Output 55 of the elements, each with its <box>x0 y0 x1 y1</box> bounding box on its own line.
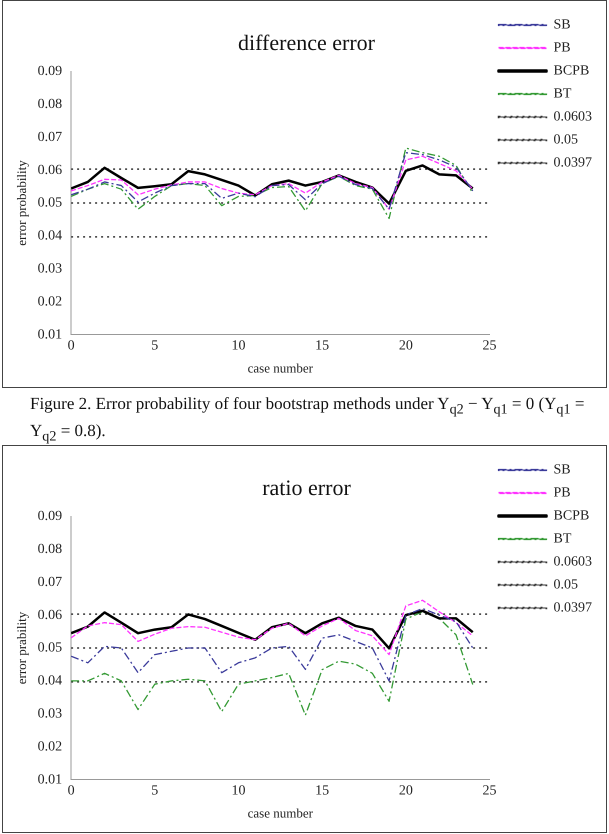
y-tick-label: 0.01 <box>38 327 62 342</box>
x-tick-label: 5 <box>151 338 158 354</box>
line-series <box>71 611 474 716</box>
y-tick-label: 0.05 <box>38 196 62 211</box>
y-tick-label: 0.07 <box>38 574 62 590</box>
legend-label: BT <box>554 86 572 102</box>
y-tick-label: 0.08 <box>38 542 62 557</box>
y-tick-label: 0.07 <box>38 130 62 145</box>
x-tick-label: 0 <box>68 784 75 799</box>
y-tick-label: 0.04 <box>38 674 62 689</box>
y-tick-label: 0.03 <box>38 706 62 722</box>
line-series <box>71 608 474 682</box>
y-axis-title: error probability <box>14 160 30 246</box>
legend-label: BCPB <box>554 508 590 524</box>
legend-label: 0.0397 <box>554 600 592 616</box>
y-tick-label: 0.03 <box>38 261 62 276</box>
y-tick-label: 0.09 <box>38 64 62 80</box>
y-tick-label: 0.06 <box>38 162 62 178</box>
y-tick-label: 0.09 <box>38 509 62 524</box>
chart-title: difference error <box>238 30 376 55</box>
x-tick-label: 20 <box>398 338 413 354</box>
chart-title: ratio error <box>262 474 352 500</box>
x-tick-label: 10 <box>231 784 246 799</box>
y-tick-label: 0.05 <box>38 640 62 656</box>
y-tick-label: 0.02 <box>38 294 62 310</box>
x-tick-label: 10 <box>231 338 246 354</box>
x-tick-label: 15 <box>315 784 330 799</box>
legend-label: BT <box>554 532 572 547</box>
legend-label: PB <box>554 486 571 501</box>
legend-label: 0.0603 <box>554 554 592 570</box>
legend-label: SB <box>554 462 571 478</box>
x-tick-label: 20 <box>398 784 413 799</box>
x-axis-title: case number <box>248 360 314 376</box>
legend-label: 0.05 <box>554 578 578 593</box>
y-tick-label: 0.04 <box>38 228 62 244</box>
x-axis-title: case number <box>248 806 314 821</box>
legend-label: SB <box>554 18 571 33</box>
x-tick-label: 15 <box>315 338 330 354</box>
legend-label: 0.0603 <box>554 110 592 125</box>
legend-label: PB <box>554 40 571 56</box>
legend-label: 0.0397 <box>554 156 592 171</box>
x-tick-label: 5 <box>151 784 158 799</box>
y-tick-label: 0.02 <box>38 739 62 754</box>
legend-label: BCPB <box>554 64 590 79</box>
y-tick-label: 0.01 <box>38 772 62 788</box>
y-tick-label: 0.06 <box>38 608 62 623</box>
x-tick-label: 25 <box>482 338 496 354</box>
text: Figure 2. Error probability of four bootstrap methods under Y$_{q2}$ − Y$_{q1}$ = 0 (Y$_{q1}$ = Y$_{q2}$ = 0.8). <box>30 394 584 445</box>
y-axis-title: error prability <box>14 611 30 684</box>
y-tick-label: 0.08 <box>38 96 62 112</box>
x-tick-label: 25 <box>482 784 496 799</box>
x-tick-label: 0 <box>68 338 75 354</box>
legend-label: 0.05 <box>554 132 578 148</box>
line-series <box>71 147 474 220</box>
line-series <box>71 600 474 656</box>
